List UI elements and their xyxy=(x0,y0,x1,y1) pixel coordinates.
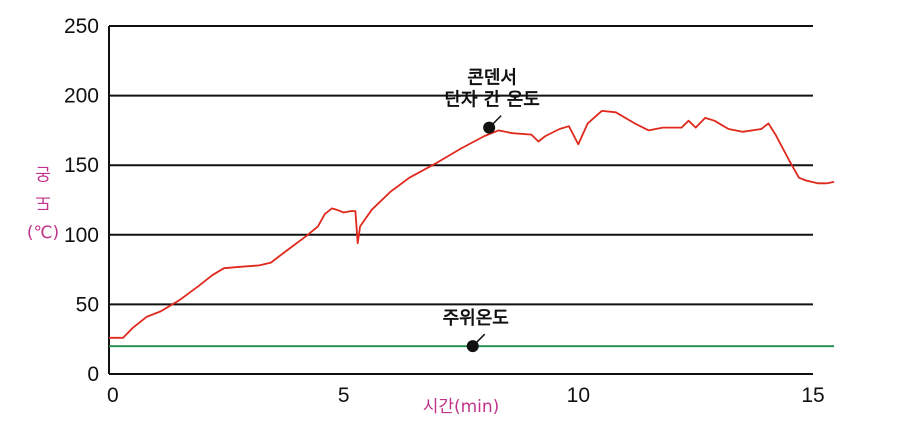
y-axis-label: 온 xyxy=(35,163,51,183)
x-tick-label: 15 xyxy=(801,384,824,407)
y-axis-label: (℃) xyxy=(27,223,59,243)
y-axis-label: 도 xyxy=(35,192,51,212)
x-axis-label: 시간(min) xyxy=(423,397,500,417)
y-tick-label: 0 xyxy=(87,363,99,386)
x-tick-label: 0 xyxy=(107,384,119,407)
axes xyxy=(108,26,813,375)
y-tick-label: 250 xyxy=(64,15,99,38)
x-tick-label: 10 xyxy=(567,384,590,407)
annotation-label: 콘덴서 xyxy=(467,68,517,89)
annotation-marker xyxy=(466,340,479,353)
series-line-0 xyxy=(109,110,835,339)
y-tick-label: 50 xyxy=(76,293,99,316)
annotation-marker xyxy=(483,121,496,134)
grid-lines xyxy=(109,25,813,306)
annotation-label: 주위온도 xyxy=(443,308,509,329)
y-tick-label: 100 xyxy=(64,224,99,247)
x-tick-label: 5 xyxy=(338,384,350,407)
axis-labels: 온도 (℃) 시간(min) xyxy=(27,163,499,417)
y-tick-label: 150 xyxy=(64,154,99,177)
tick-labels: 0 50 100 150 200 250 0 5 10 15 xyxy=(64,15,825,407)
annotation-label: 단자 간 온도 xyxy=(444,90,539,111)
y-tick-label: 200 xyxy=(64,85,99,108)
